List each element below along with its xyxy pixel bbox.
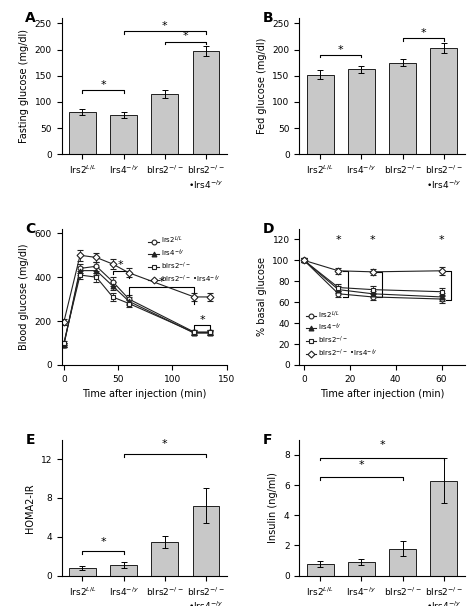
Bar <box>389 62 416 154</box>
Bar <box>389 548 416 576</box>
Text: *: * <box>370 235 375 245</box>
Text: B: B <box>263 12 273 25</box>
Bar <box>192 51 219 154</box>
Text: *: * <box>439 235 445 245</box>
Text: *: * <box>118 260 124 270</box>
Bar <box>307 564 334 576</box>
Bar <box>110 565 137 576</box>
Bar <box>151 542 178 576</box>
Bar <box>307 75 334 154</box>
Text: *: * <box>336 235 341 245</box>
X-axis label: Time after injection (min): Time after injection (min) <box>320 389 444 399</box>
Y-axis label: HOMA2-IR: HOMA2-IR <box>25 483 35 533</box>
Text: *: * <box>100 80 106 90</box>
Bar <box>69 112 96 154</box>
Text: *: * <box>162 439 167 450</box>
Text: *: * <box>159 276 164 287</box>
Legend: Irs2$^{L/L}$, Irs4$^{-/y}$, bIrs2$^{-/-}$, bIrs2$^{-/-}$ •Irs4$^{-/y}$: Irs2$^{L/L}$, Irs4$^{-/y}$, bIrs2$^{-/-}… <box>303 307 381 361</box>
Bar <box>430 481 457 576</box>
Text: *: * <box>338 44 344 55</box>
Text: A: A <box>25 12 36 25</box>
Bar <box>348 70 375 154</box>
Text: *: * <box>162 21 167 31</box>
Text: D: D <box>263 222 274 236</box>
Text: C: C <box>25 222 36 236</box>
Bar <box>192 506 219 576</box>
Bar <box>151 94 178 154</box>
Y-axis label: Fed glucose (mg/dl): Fed glucose (mg/dl) <box>257 38 267 135</box>
Y-axis label: Fasting glucose (mg/dl): Fasting glucose (mg/dl) <box>19 29 29 143</box>
Text: *: * <box>100 536 106 547</box>
Y-axis label: Insulin (ng/ml): Insulin (ng/ml) <box>268 472 278 543</box>
Text: *: * <box>420 28 426 38</box>
Bar <box>110 115 137 154</box>
Text: F: F <box>263 433 273 447</box>
Legend: Irs2$^{L/L}$, Irs4$^{-/y}$, bIrs2$^{-/-}$, bIrs2$^{-/-}$ •Irs4$^{-/y}$: Irs2$^{L/L}$, Irs4$^{-/y}$, bIrs2$^{-/-}… <box>146 233 223 287</box>
Y-axis label: % basal glucose: % basal glucose <box>257 258 267 336</box>
Bar <box>430 48 457 154</box>
Text: *: * <box>379 441 385 450</box>
Text: E: E <box>25 433 35 447</box>
Text: *: * <box>182 32 188 41</box>
Text: *: * <box>200 315 205 325</box>
Text: *: * <box>359 460 364 470</box>
Bar <box>348 562 375 576</box>
X-axis label: Time after injection (min): Time after injection (min) <box>82 389 206 399</box>
Y-axis label: Blood glucose (mg/dl): Blood glucose (mg/dl) <box>19 244 29 350</box>
Bar <box>69 568 96 576</box>
